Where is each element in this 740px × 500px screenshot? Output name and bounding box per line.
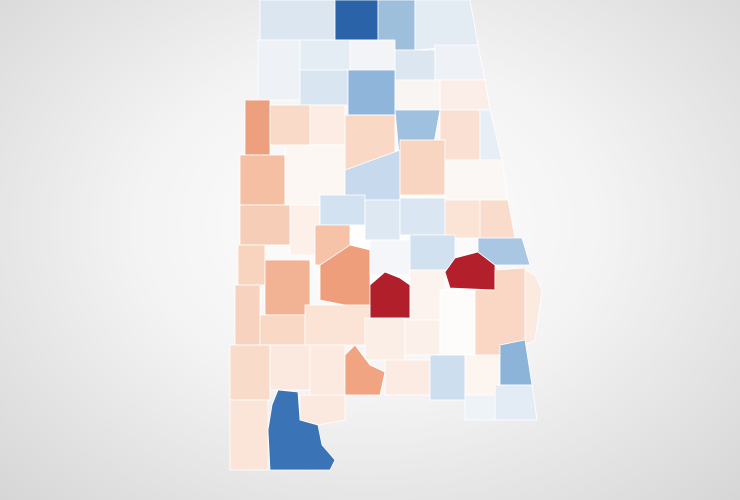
county <box>409 234 456 271</box>
county <box>334 0 379 41</box>
county <box>439 79 491 111</box>
county <box>264 259 311 316</box>
county <box>364 199 401 241</box>
county <box>477 237 531 266</box>
county <box>239 154 286 206</box>
county <box>524 269 543 346</box>
county <box>229 344 271 401</box>
counties <box>229 0 543 471</box>
county <box>414 0 479 51</box>
county <box>319 194 366 226</box>
county <box>404 319 441 356</box>
county <box>384 359 431 396</box>
county <box>267 389 336 471</box>
county <box>244 99 271 156</box>
county <box>304 304 371 346</box>
county <box>394 79 441 111</box>
county <box>269 344 311 391</box>
county <box>299 39 351 71</box>
county <box>499 339 533 386</box>
county <box>259 0 336 41</box>
county <box>399 197 446 236</box>
county <box>237 244 266 286</box>
county <box>299 394 346 426</box>
county <box>299 69 349 106</box>
county <box>257 39 301 101</box>
county <box>229 399 269 471</box>
county <box>364 317 406 361</box>
county <box>464 394 501 421</box>
county <box>479 199 516 239</box>
county <box>429 354 466 401</box>
county <box>319 244 371 311</box>
county <box>439 109 481 161</box>
county <box>394 49 436 81</box>
county <box>444 159 509 201</box>
county <box>349 39 396 71</box>
county <box>439 289 476 356</box>
county <box>309 104 346 146</box>
county <box>369 239 411 276</box>
county <box>347 69 396 116</box>
county <box>369 271 411 319</box>
county <box>494 384 538 421</box>
county <box>259 314 306 346</box>
county <box>269 104 311 146</box>
county <box>479 109 503 161</box>
county <box>434 44 486 81</box>
county <box>309 344 346 396</box>
county <box>234 284 261 346</box>
county <box>444 199 481 239</box>
county <box>399 139 446 196</box>
county <box>239 204 291 246</box>
